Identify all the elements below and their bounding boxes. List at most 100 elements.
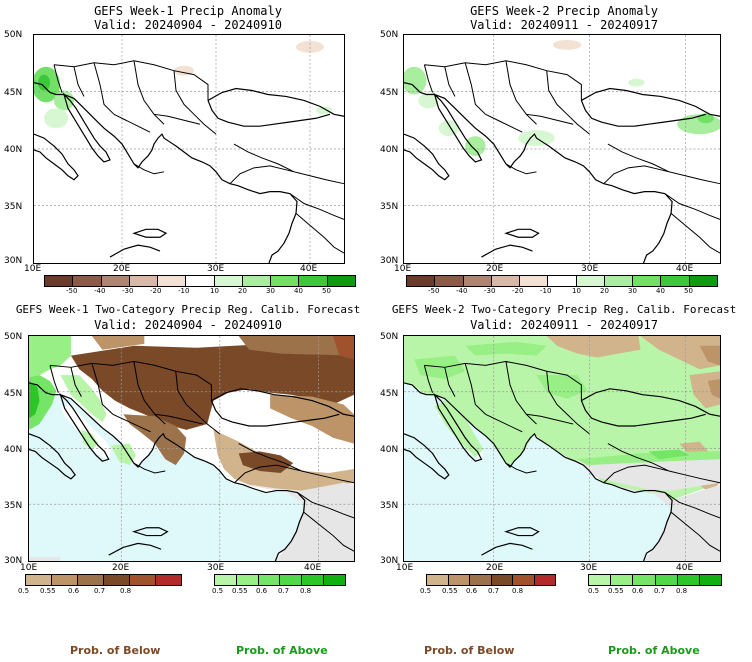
lon-label-20e: 20E: [112, 563, 130, 573]
lon-label-10e: 10E: [394, 264, 412, 274]
lat-label-30n: 30N: [380, 256, 399, 266]
cbar-label: 0.6: [632, 587, 644, 595]
cbar-label: 0.55: [232, 587, 248, 595]
lon-label-40e: 40E: [676, 264, 694, 274]
anomaly-colorbar: [406, 275, 718, 287]
lat-label-30n: 30N: [4, 256, 23, 266]
lon-label-10e: 10E: [396, 563, 414, 573]
lon-label-40e: 40E: [304, 563, 322, 573]
lon-label-40e: 40E: [676, 563, 694, 573]
cbar-label: -30: [484, 287, 496, 295]
cbar-label: 0.6: [256, 587, 268, 595]
prob-above-colorbar: [214, 574, 346, 586]
legend-prob-above: Prob. of Above: [608, 644, 700, 657]
panel-title: GEFS Week-1 Two-Category Precip Reg. Cal…: [15, 303, 361, 316]
cbar-label: 0.8: [512, 587, 524, 595]
cbar-label: 0.55: [442, 587, 458, 595]
cbar-label: -40: [456, 287, 468, 295]
cbar-label: 0.7: [488, 587, 500, 595]
cbar-label: 0.7: [278, 587, 290, 595]
cbar-label: 0.5: [420, 587, 432, 595]
lon-label-10e: 10E: [20, 563, 38, 573]
panel-week1-anomaly: GEFS Week-1 Precip Anomaly Valid: 202409…: [0, 0, 376, 300]
cbar-label: 0.7: [654, 587, 666, 595]
lat-label-50n: 50N: [380, 332, 399, 342]
cbar-label: 0.7: [94, 587, 106, 595]
lon-label-30e: 30E: [207, 563, 225, 573]
cbar-label: 30: [266, 287, 275, 295]
lon-label-40e: 40E: [300, 264, 318, 274]
cbar-label: -50: [66, 287, 78, 295]
cbar-label: -30: [122, 287, 134, 295]
cbar-label: 0.6: [68, 587, 80, 595]
lat-label-35n: 35N: [4, 202, 23, 212]
lon-label-20e: 20E: [113, 264, 131, 274]
map-week1-anomaly: [33, 34, 345, 264]
panel-valid-dates: Valid: 20240911 - 20240917: [470, 18, 658, 32]
lat-label-40n: 40N: [380, 445, 399, 455]
lat-label-40n: 40N: [4, 445, 23, 455]
map-week2-anomaly: [403, 34, 721, 264]
cbar-label: 50: [684, 287, 693, 295]
cbar-label: 10: [210, 287, 219, 295]
legend-prob-below: Prob. of Below: [424, 644, 515, 657]
cbar-label: -10: [540, 287, 552, 295]
cbar-label: -40: [94, 287, 106, 295]
prob-above-colorbar: [588, 574, 722, 586]
panel-valid-dates: Valid: 20240904 - 20240910: [94, 18, 282, 32]
legend-prob-above: Prob. of Above: [236, 644, 328, 657]
lat-label-30n: 30N: [380, 556, 399, 566]
cbar-label: 0.8: [300, 587, 312, 595]
cbar-label: 0.8: [676, 587, 688, 595]
cbar-label: 20: [238, 287, 247, 295]
cbar-label: -20: [512, 287, 524, 295]
panel-title: GEFS Week-2 Two-Category Precip Reg. Cal…: [391, 303, 737, 316]
lat-label-45n: 45N: [4, 389, 23, 399]
lat-label-35n: 35N: [380, 501, 399, 511]
cbar-label: 0.6: [466, 587, 478, 595]
lat-label-50n: 50N: [380, 30, 399, 40]
panel-title: GEFS Week-2 Precip Anomaly: [470, 4, 658, 18]
cbar-label: 0.55: [40, 587, 56, 595]
lat-label-40n: 40N: [4, 145, 23, 155]
lat-label-45n: 45N: [4, 88, 23, 98]
lat-label-35n: 35N: [380, 202, 399, 212]
cbar-label: 10: [572, 287, 581, 295]
lon-label-20e: 20E: [486, 563, 504, 573]
cbar-label: -10: [178, 287, 190, 295]
panel-valid-dates: Valid: 20240904 - 20240910: [94, 318, 282, 332]
legend-prob-below: Prob. of Below: [70, 644, 161, 657]
cbar-label: 0.8: [120, 587, 132, 595]
cbar-label: 0.5: [588, 587, 600, 595]
cbar-label: -50: [428, 287, 440, 295]
cbar-label: 40: [656, 287, 665, 295]
lon-label-30e: 30E: [207, 264, 225, 274]
cbar-label: 0.55: [608, 587, 624, 595]
map-week2-probability: [403, 335, 721, 562]
cbar-label: 0.5: [212, 587, 224, 595]
cbar-label: 50: [322, 287, 331, 295]
lon-label-20e: 20E: [486, 264, 504, 274]
lat-label-50n: 50N: [4, 332, 23, 342]
cbar-label: 40: [294, 287, 303, 295]
prob-below-colorbar: [426, 574, 556, 586]
panel-week2-probability: GEFS Week-2 Two-Category Precip Reg. Cal…: [376, 300, 752, 662]
panel-week2-anomaly: GEFS Week-2 Precip Anomaly Valid: 202409…: [376, 0, 752, 300]
lon-label-30e: 30E: [580, 563, 598, 573]
lat-label-40n: 40N: [380, 145, 399, 155]
panel-title: GEFS Week-1 Precip Anomaly: [94, 4, 282, 18]
cbar-label: 20: [600, 287, 609, 295]
lat-label-45n: 45N: [380, 389, 399, 399]
lat-label-30n: 30N: [4, 556, 23, 566]
prob-below-colorbar: [25, 574, 182, 586]
lon-label-10e: 10E: [24, 264, 42, 274]
panel-week1-probability: GEFS Week-1 Two-Category Precip Reg. Cal…: [0, 300, 376, 662]
lat-label-35n: 35N: [4, 501, 23, 511]
lat-label-45n: 45N: [380, 88, 399, 98]
panel-valid-dates: Valid: 20240911 - 20240917: [470, 318, 658, 332]
cbar-label: 0.5: [18, 587, 30, 595]
cbar-label: 30: [628, 287, 637, 295]
lat-label-50n: 50N: [4, 30, 23, 40]
cbar-label: -20: [150, 287, 162, 295]
lon-label-30e: 30E: [581, 264, 599, 274]
